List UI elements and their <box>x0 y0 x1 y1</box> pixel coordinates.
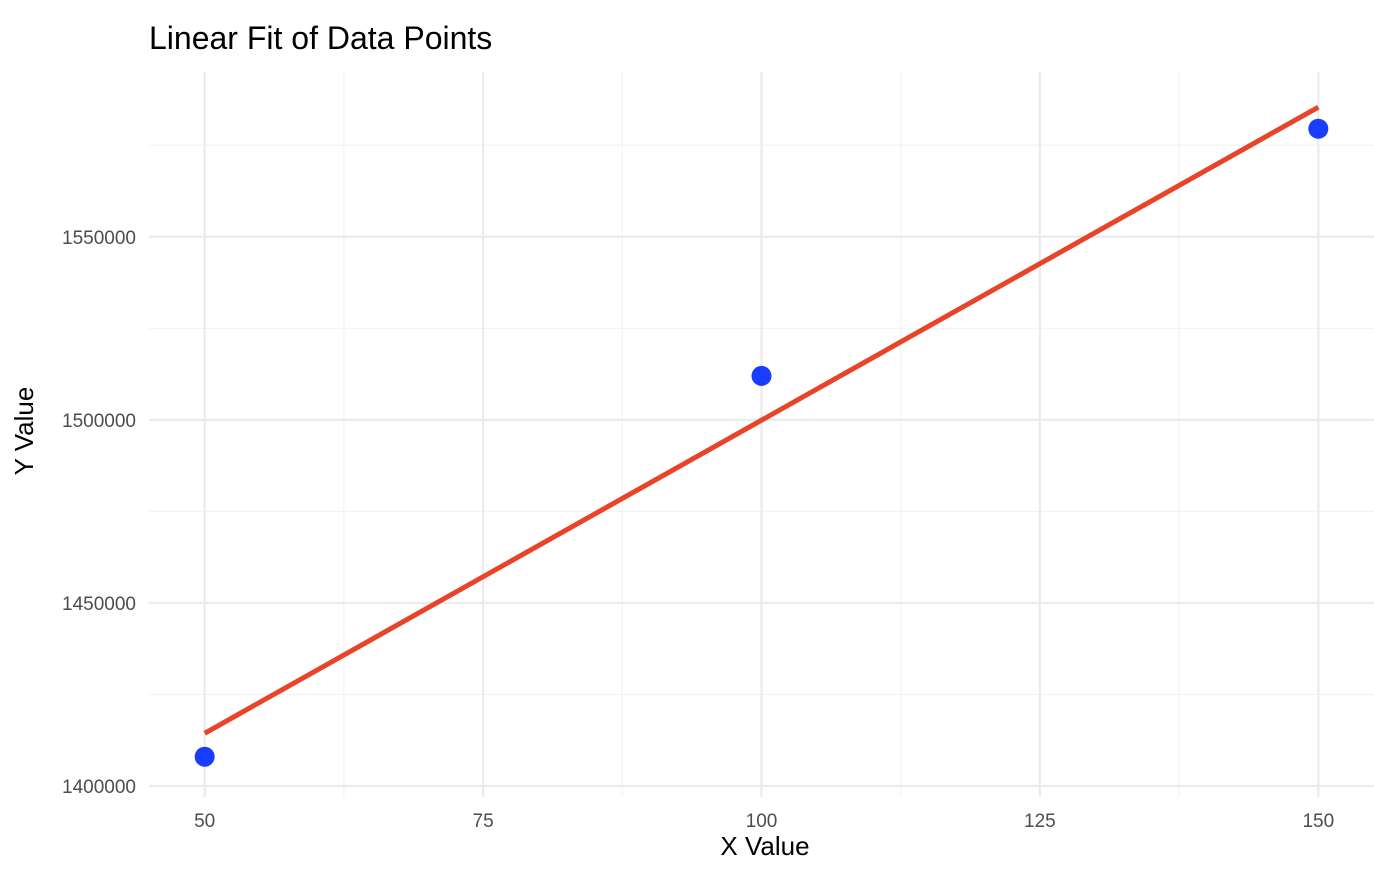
y-tick-label: 1500000 <box>62 411 136 432</box>
x-tick-label: 50 <box>194 811 215 832</box>
major-gridlines <box>149 72 1374 797</box>
fit-line-layer <box>203 104 1320 736</box>
points-layer <box>194 118 1329 767</box>
fit-line <box>203 104 1320 736</box>
data-point <box>194 746 215 767</box>
y-tick-label: 1400000 <box>62 777 136 798</box>
chart-title: Linear Fit of Data Points <box>149 20 492 56</box>
x-axis-title: X Value <box>720 831 809 861</box>
x-axis-tick-labels: 50 75 100 125 150 <box>194 811 1334 832</box>
x-tick-label: 75 <box>473 811 494 832</box>
y-axis-title: Y Value <box>9 387 39 476</box>
x-tick-label: 150 <box>1302 811 1334 832</box>
x-tick-label: 125 <box>1024 811 1056 832</box>
y-tick-label: 1450000 <box>62 594 136 615</box>
y-axis-tick-labels: 1400000 1450000 1500000 1550000 <box>62 228 136 798</box>
y-tick-label: 1550000 <box>62 228 136 249</box>
x-tick-label: 100 <box>746 811 778 832</box>
data-point <box>1308 118 1329 139</box>
data-point <box>751 365 772 386</box>
